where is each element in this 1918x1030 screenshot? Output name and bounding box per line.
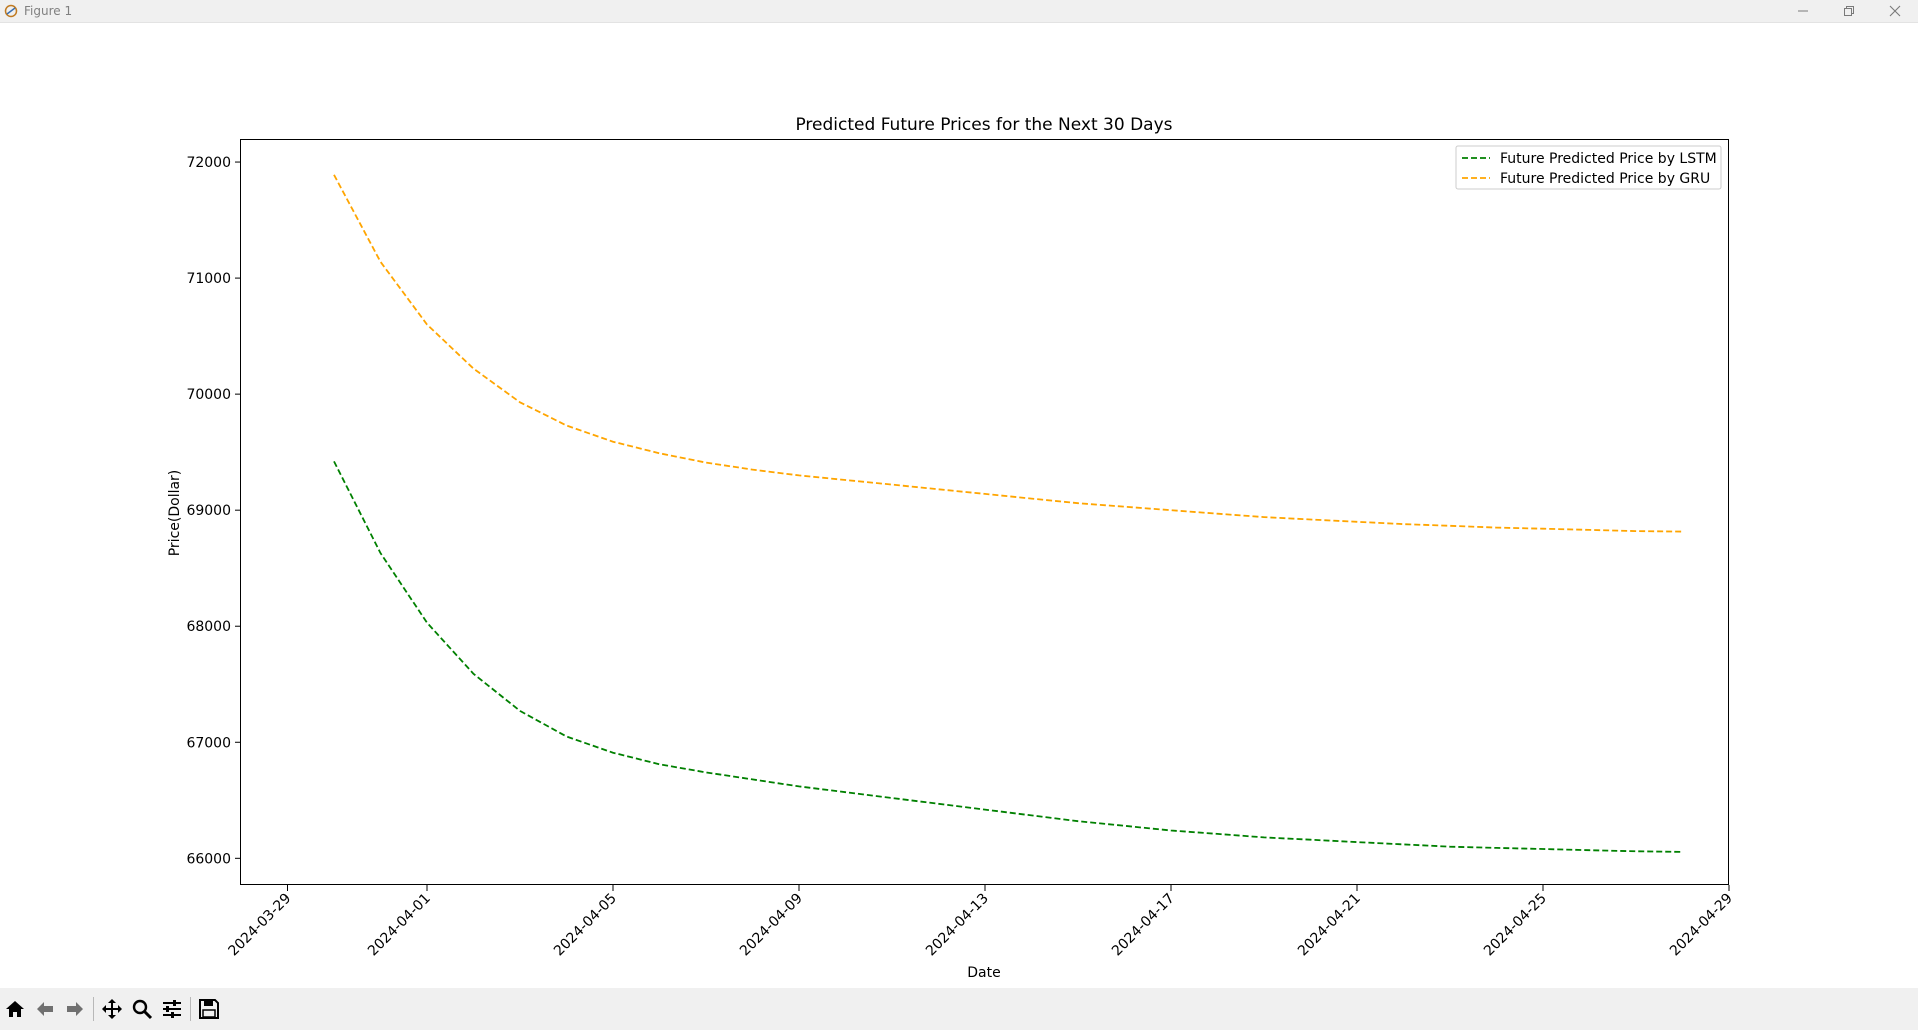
series-line-0 <box>333 460 1683 853</box>
x-axis: 2024-03-29 2024-04-01 2024-04-05 2024-04-09… <box>225 885 1736 960</box>
x-tick-label: 2024-04-29 <box>1667 891 1736 960</box>
save-icon[interactable] <box>194 994 224 1024</box>
x-tick-label: 2024-04-17 <box>1109 891 1178 960</box>
back-icon[interactable] <box>30 994 60 1024</box>
navigation-toolbar <box>0 988 1918 1030</box>
y-tick-label: 66000 <box>186 851 231 867</box>
legend-label-lstm: Future Predicted Price by LSTM <box>1500 151 1717 167</box>
figure-canvas[interactable]: Predicted Future Prices for the Next 30 … <box>0 23 1918 988</box>
x-axis-label: Date <box>967 965 1000 981</box>
window-controls <box>1780 0 1918 22</box>
series-line-1 <box>333 174 1683 533</box>
line-chart: Predicted Future Prices for the Next 30 … <box>167 115 1736 981</box>
zoom-icon[interactable] <box>127 994 157 1024</box>
window-title: Figure 1 <box>24 4 73 18</box>
x-tick-label: 2024-03-29 <box>225 891 294 960</box>
x-tick-label: 2024-04-21 <box>1295 891 1364 960</box>
y-axis-label: Price(Dollar) <box>167 470 183 557</box>
restore-icon[interactable] <box>1826 0 1872 22</box>
y-tick-label: 67000 <box>186 735 231 751</box>
legend-label-gru: Future Predicted Price by GRU <box>1500 171 1710 187</box>
pan-icon[interactable] <box>97 994 127 1024</box>
close-icon[interactable] <box>1872 0 1918 22</box>
toolbar-separator <box>190 997 191 1021</box>
legend: Future Predicted Price by LSTM Future Pr… <box>1455 145 1722 190</box>
y-tick-label: 68000 <box>186 619 231 635</box>
minimize-icon[interactable] <box>1780 0 1826 22</box>
x-tick-label: 2024-04-05 <box>551 891 620 960</box>
window-titlebar: Figure 1 <box>0 0 1918 23</box>
x-tick-label: 2024-04-13 <box>923 891 992 960</box>
y-axis: 66000 67000 68000 69000 70000 71000 72000 <box>186 155 241 867</box>
y-tick-label: 70000 <box>186 387 231 403</box>
configure-subplots-icon[interactable] <box>157 994 187 1024</box>
x-tick-label: 2024-04-01 <box>365 891 434 960</box>
legend-box <box>1455 145 1722 190</box>
y-tick-label: 72000 <box>186 155 231 171</box>
x-tick-label: 2024-04-25 <box>1481 891 1550 960</box>
home-icon[interactable] <box>0 994 30 1024</box>
toolbar-separator <box>93 997 94 1021</box>
y-tick-label: 71000 <box>186 271 231 287</box>
series-layer <box>333 174 1683 853</box>
app-icon <box>4 4 18 18</box>
chart-title: Predicted Future Prices for the Next 30 … <box>795 115 1172 135</box>
axes-frame <box>240 139 1729 885</box>
x-tick-label: 2024-04-09 <box>737 891 806 960</box>
y-tick-label: 69000 <box>186 503 231 519</box>
forward-icon[interactable] <box>60 994 90 1024</box>
